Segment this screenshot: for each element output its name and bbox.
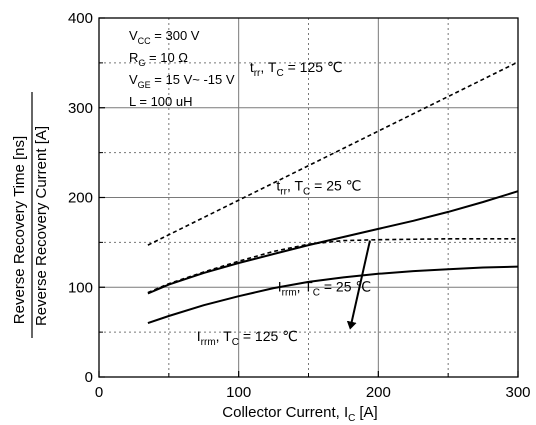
- y-tick-label: 400: [68, 10, 93, 27]
- x-axis-title-unit: [A]: [359, 404, 377, 421]
- series-line: [147, 265, 519, 325]
- y-tick-label: 0: [85, 369, 93, 386]
- curve-label: trr, TC = 125 ℃: [250, 59, 343, 79]
- series-line: [147, 190, 519, 295]
- annotation-arrow: [346, 240, 371, 330]
- curve-label: Irrm, TC = 125 ℃: [197, 328, 298, 348]
- curve-labels: trr, TC = 125 ℃ trr, TC = 25 ℃ Irrm, TC = …: [197, 59, 371, 348]
- series-line: [147, 61, 519, 246]
- x-axis-title-main: Collector Current, I: [222, 404, 348, 421]
- curve-label: trr, TC = 25 ℃: [276, 177, 361, 197]
- x-axis-title: Collector Current, IC [A]: [222, 404, 377, 424]
- condition-line: L = 100 uH: [129, 94, 192, 109]
- y-axis-title-current: Reverse Recovery Current [A]: [33, 126, 50, 326]
- y-tick-label: 100: [68, 279, 93, 296]
- condition-line: VCC = 300 V: [129, 28, 200, 46]
- x-tick-label: 300: [505, 384, 530, 401]
- x-axis-title-sub: C: [348, 413, 355, 424]
- y-tick-label: 200: [68, 190, 93, 207]
- x-tick-label: 100: [226, 384, 251, 401]
- x-tick-label: 200: [366, 384, 391, 401]
- x-tick-label: 0: [95, 384, 103, 401]
- y-tick-label: 300: [68, 100, 93, 117]
- grid: [99, 18, 518, 377]
- test-conditions: VCC = 300 V RG = 10 Ω VGE = 15 V~ -15 V L =…: [129, 28, 235, 109]
- curve-label: Irrm, TC = 25 ℃: [278, 279, 371, 299]
- series-lines: [147, 61, 519, 330]
- y-axis-title-time: Reverse Recovery Time [ns]: [11, 136, 28, 324]
- condition-line: VGE = 15 V~ -15 V: [129, 72, 235, 90]
- condition-line: RG = 10 Ω: [129, 50, 188, 68]
- axis-ticks: 0 100 200 300 0 100 200 300 400: [68, 10, 531, 401]
- series-line: [147, 238, 518, 294]
